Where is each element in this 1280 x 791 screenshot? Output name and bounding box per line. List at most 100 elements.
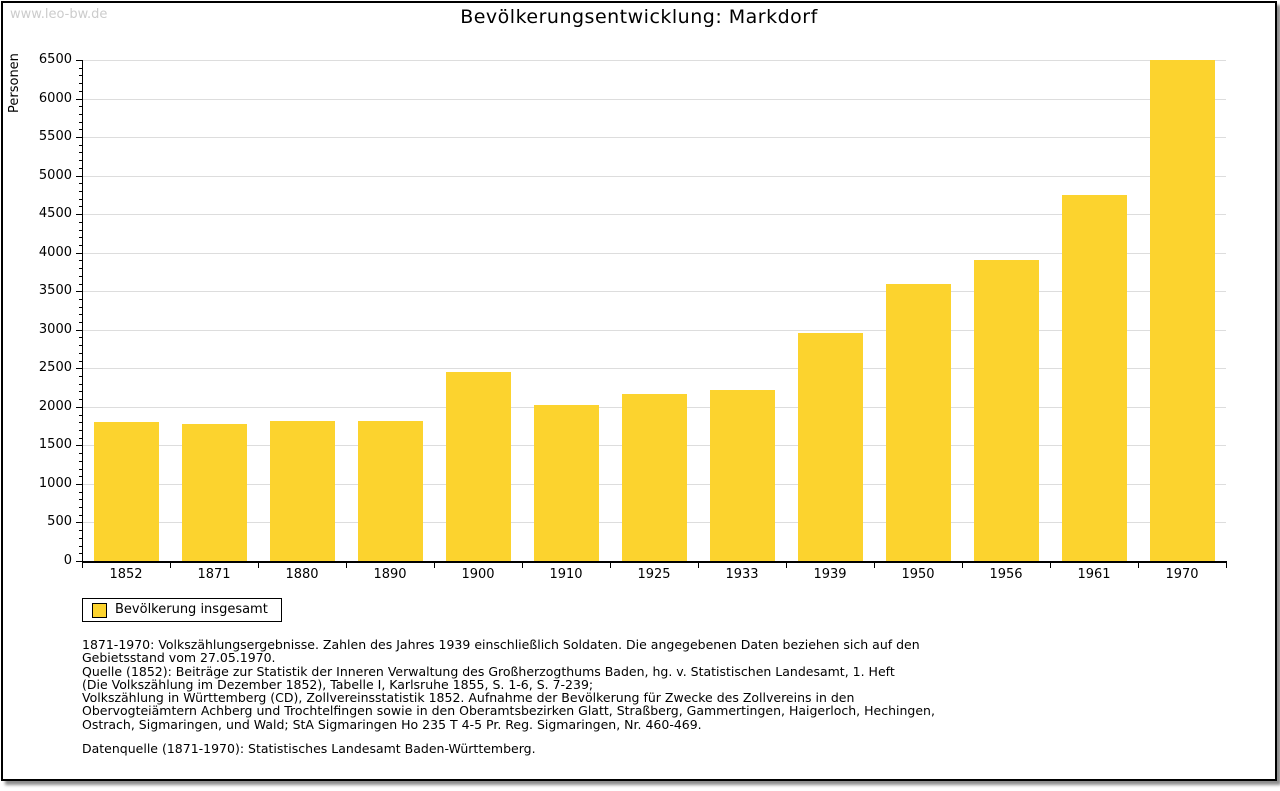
- x-axis-tick-label: 1880: [285, 567, 319, 582]
- y-axis-minor-tick: [79, 244, 82, 246]
- x-axis-tick-label: 1961: [1077, 567, 1111, 582]
- bar-1950: [885, 284, 951, 561]
- y-axis-minor-tick: [79, 260, 82, 262]
- x-axis-tick-label: 1939: [813, 567, 847, 582]
- y-axis-minor-tick: [79, 345, 82, 347]
- y-axis-minor-tick: [79, 383, 82, 385]
- y-axis-minor-tick: [79, 283, 82, 285]
- footnote-line: (Die Volkszählung im Dezember 1852), Tab…: [82, 676, 594, 692]
- y-axis-minor-tick: [79, 314, 82, 316]
- bar-1890: [357, 421, 423, 561]
- bar-1939: [797, 333, 863, 561]
- y-axis-minor-tick: [79, 229, 82, 231]
- x-axis-tick: [1138, 563, 1139, 568]
- y-axis-minor-tick: [79, 237, 82, 239]
- y-axis-minor-tick: [79, 360, 82, 362]
- x-axis-tick-label: 1890: [373, 567, 407, 582]
- bar-1852: [93, 422, 159, 561]
- y-axis-minor-tick: [79, 468, 82, 470]
- y-axis-major-tick: [76, 522, 82, 524]
- y-axis-minor-tick: [79, 113, 82, 115]
- y-axis-tick-label: 4500: [38, 206, 72, 222]
- x-axis-tick: [962, 563, 963, 568]
- bar-1900: [445, 372, 511, 561]
- y-axis-minor-tick: [79, 414, 82, 416]
- y-axis-major-tick: [76, 483, 82, 485]
- x-axis-tick-label: 1956: [989, 567, 1023, 582]
- x-axis-tick: [1050, 563, 1051, 568]
- y-axis-minor-tick: [79, 144, 82, 146]
- y-axis-tick-label: 1000: [38, 475, 72, 491]
- y-axis-minor-tick: [79, 306, 82, 308]
- x-axis-tick-label: 1970: [1165, 567, 1199, 582]
- y-axis-tick-label: 6000: [38, 90, 72, 106]
- footnote-line: 1871-1970: Volkszählungsergebnisse. Zahl…: [82, 637, 920, 652]
- x-axis-tick: [874, 563, 875, 568]
- y-axis-minor-tick: [79, 83, 82, 85]
- y-axis-minor-tick: [79, 268, 82, 270]
- x-axis-tick: [610, 563, 611, 568]
- y-axis-minor-tick: [79, 376, 82, 377]
- y-axis-minor-tick: [79, 206, 82, 208]
- bar-1880: [269, 421, 335, 561]
- y-axis-minor-tick: [79, 167, 82, 169]
- y-axis-tick-label: 5500: [38, 129, 72, 145]
- y-axis-major-tick: [76, 175, 82, 177]
- y-axis-minor-tick: [79, 221, 82, 223]
- y-axis-minor-tick: [79, 183, 82, 185]
- footnote-line: Quelle (1852): Beiträge zur Statistik de…: [82, 663, 895, 679]
- y-axis-minor-tick: [79, 337, 82, 339]
- bar-1933: [709, 390, 775, 561]
- y-axis-major-tick: [76, 329, 82, 331]
- gridline: [82, 214, 1226, 216]
- chart-title: Bevölkerungsentwicklung: Markdorf: [460, 6, 818, 28]
- x-axis-tick-label: 1910: [549, 567, 583, 582]
- y-axis-tick-label: 4000: [38, 244, 72, 260]
- x-axis-tick-label: 1933: [725, 567, 759, 582]
- y-axis-minor-tick: [79, 129, 82, 131]
- y-axis-minor-tick: [79, 507, 82, 509]
- x-axis-tick-label: 1871: [197, 567, 231, 582]
- y-axis-minor-tick: [79, 106, 82, 108]
- gridline: [82, 329, 1226, 331]
- y-axis-line: [82, 60, 83, 561]
- gridline: [82, 98, 1226, 100]
- y-axis-major-tick: [76, 214, 82, 216]
- y-axis-tick-label: 2000: [38, 398, 72, 414]
- footnote-line: Gebietsstand vom 27.05.1970.: [82, 650, 276, 666]
- y-axis-minor-tick: [79, 152, 82, 154]
- y-axis-tick-label: 500: [47, 514, 72, 530]
- footnote-line: Volkszählung in Württemberg (CD), Zollve…: [82, 690, 855, 706]
- y-axis-minor-tick: [79, 545, 82, 547]
- y-axis-minor-tick: [79, 422, 82, 424]
- y-axis-minor-tick: [79, 75, 82, 77]
- x-axis-tick: [1226, 563, 1227, 568]
- x-axis-tick-label: 1852: [109, 567, 143, 582]
- y-axis-major-tick: [76, 561, 82, 562]
- y-axis-minor-tick: [79, 298, 82, 300]
- bar-1871: [181, 424, 247, 561]
- x-axis-tick: [170, 563, 171, 568]
- y-axis-minor-tick: [79, 391, 82, 393]
- y-axis-tick-label: 0: [63, 553, 72, 568]
- y-axis-minor-tick: [79, 160, 82, 162]
- y-axis-minor-tick: [79, 67, 82, 69]
- x-axis-tick: [698, 563, 699, 568]
- x-axis-tick-label: 1950: [901, 567, 935, 582]
- y-axis-minor-tick: [79, 191, 82, 193]
- y-axis-minor-tick: [79, 90, 82, 92]
- y-axis-tick-label: 5000: [38, 167, 72, 183]
- y-axis-minor-tick: [79, 275, 82, 277]
- y-axis-major-tick: [76, 98, 82, 100]
- y-axis-tick-label: 2500: [38, 360, 72, 376]
- y-axis-minor-tick: [79, 399, 82, 401]
- population-bar-chart: 0 500 1000 1500 2000 2500 3000 3500 4000 4500 5000…: [3, 3, 1275, 779]
- y-axis-minor-tick: [79, 537, 82, 539]
- y-axis-major-tick: [76, 252, 82, 254]
- y-axis-minor-tick: [79, 491, 82, 493]
- y-axis-minor-tick: [79, 322, 82, 324]
- bar-1910: [533, 405, 599, 561]
- bar-1925: [621, 394, 687, 561]
- y-axis-minor-tick: [79, 121, 82, 123]
